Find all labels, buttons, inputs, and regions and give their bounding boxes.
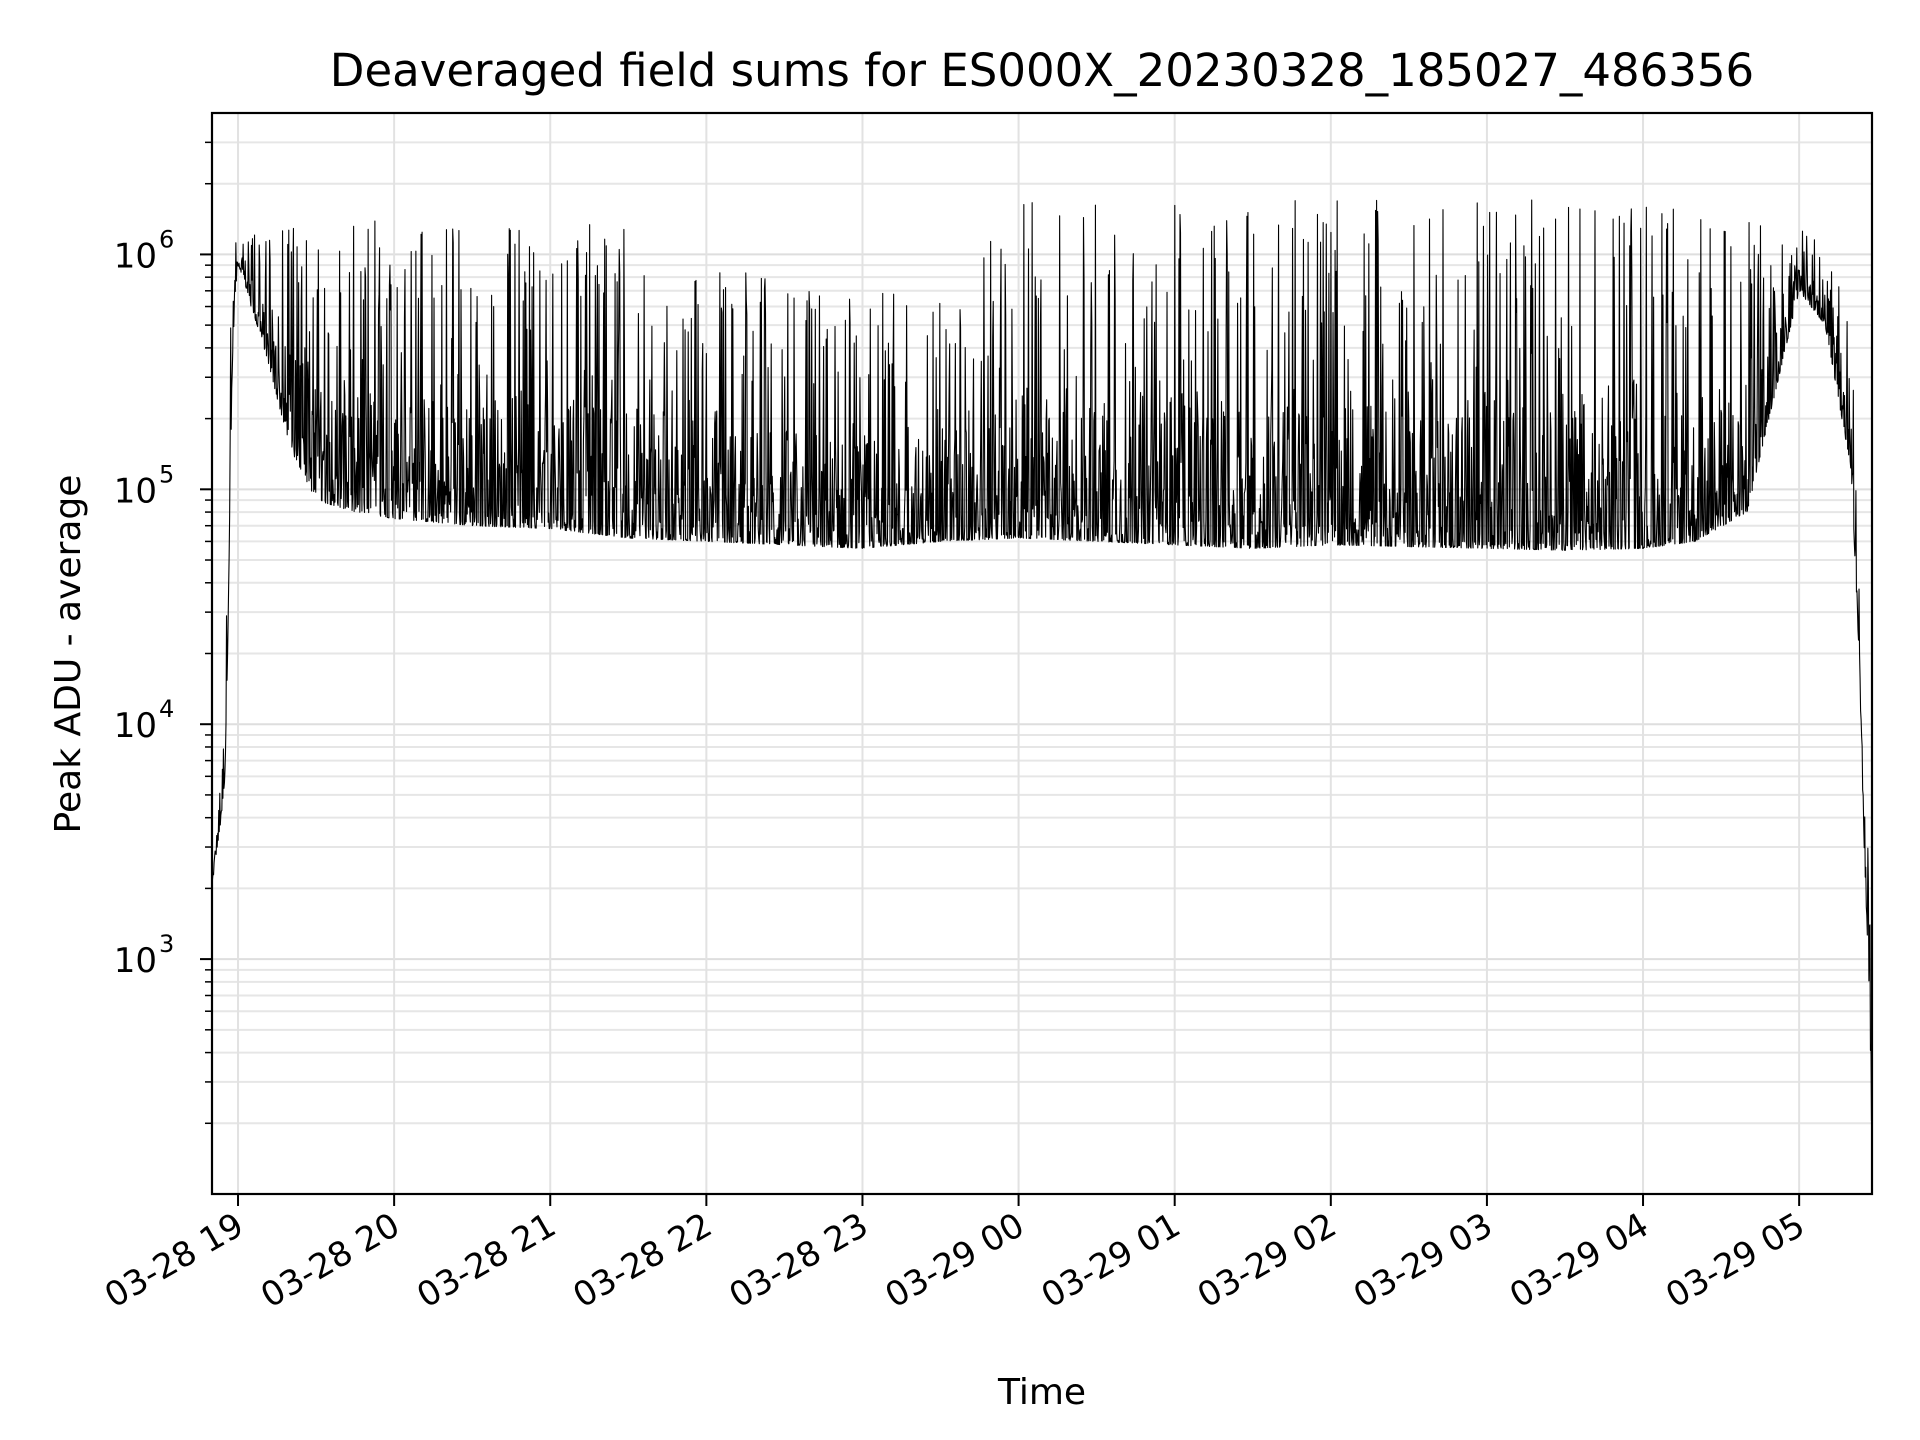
y-tick-label-exponent: 5 [159, 460, 174, 488]
x-axis-label: Time [997, 1372, 1086, 1413]
series-line-group [212, 199, 1872, 1122]
y-tick-label-exponent: 6 [159, 225, 174, 253]
y-tick-label: 10 [114, 236, 157, 276]
series-line [212, 199, 1872, 1122]
y-axis-label: Peak ADU - average [48, 475, 89, 834]
y-tick-label-exponent: 4 [159, 695, 174, 723]
y-tick-label-exponent: 3 [159, 930, 174, 958]
y-tick-label: 10 [114, 941, 157, 981]
y-tick-label: 10 [114, 471, 157, 511]
chart-title: Deaveraged field sums for ES000X_2023032… [330, 44, 1754, 97]
y-tick-label: 10 [114, 706, 157, 746]
